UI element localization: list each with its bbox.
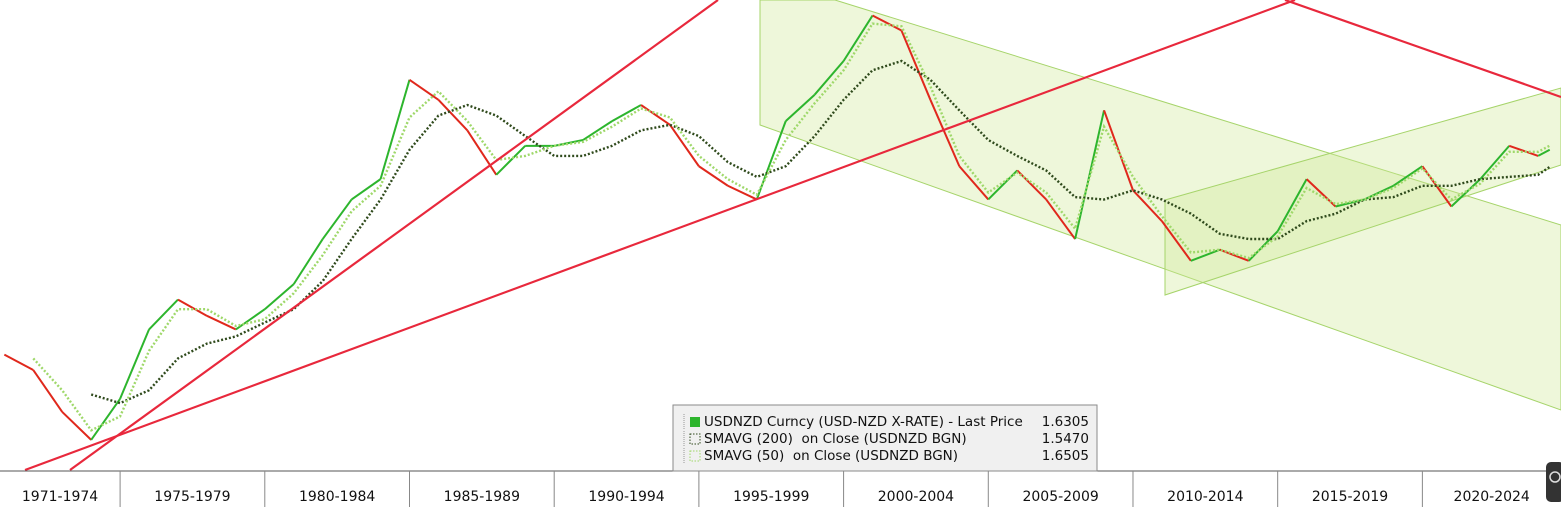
x-tick-label: 1985-1989	[444, 489, 520, 505]
price-segment	[785, 93, 816, 122]
price-segment	[466, 129, 498, 176]
price-segment	[1479, 145, 1510, 180]
price-segment	[1537, 148, 1551, 157]
trend-lines	[24, 0, 1561, 472]
price-segment	[813, 60, 845, 96]
legend-swatch	[689, 450, 701, 462]
price-segment	[321, 198, 353, 240]
price-segment	[495, 145, 526, 176]
legend-swatch	[690, 417, 700, 427]
legend-value: 1.6305	[1042, 414, 1089, 430]
price-segment	[582, 120, 613, 141]
price-segment	[842, 15, 874, 62]
legend-value: 1.5470	[1042, 431, 1089, 447]
x-axis: 1971-1974 1975-1979 1980-1984 1985-1989 1990…	[22, 471, 1530, 507]
legend-label: SMAVG (200) on Close (USDNZD BGN)	[704, 431, 967, 447]
price-segment	[1219, 248, 1250, 262]
price-segment	[1016, 169, 1047, 201]
legend-label: USDNZD Curncy (USD-NZD X-RATE) - Last Pr…	[704, 414, 1023, 430]
trend-channel	[759, 0, 1561, 411]
price-segment	[755, 120, 787, 200]
price-segment	[1276, 178, 1308, 232]
trend-line	[24, 0, 1296, 472]
x-tick-label: 1990-1994	[588, 489, 664, 505]
price-segment	[408, 79, 440, 101]
scroll-icon	[1549, 471, 1561, 483]
x-tick-label: 1980-1984	[299, 489, 375, 505]
price-segment	[872, 14, 902, 32]
moving-average-line	[32, 22, 1551, 432]
annotations	[759, 0, 1561, 411]
price-segment	[32, 369, 64, 413]
x-tick-label: 2010-2014	[1167, 489, 1243, 505]
trend-channel	[1164, 87, 1561, 296]
price-segment	[379, 79, 411, 180]
price-segment	[640, 104, 671, 126]
x-tick-label: 1995-1999	[733, 489, 809, 505]
price-segment	[437, 99, 469, 132]
price-segment	[727, 184, 758, 201]
price-segment	[987, 169, 1018, 201]
legend-box	[672, 404, 1098, 472]
price-segment	[1074, 110, 1106, 240]
x-tick-label: 2015-2019	[1312, 489, 1388, 505]
price-segment	[929, 99, 961, 167]
legend-label: SMAVG (50) on Close (USDNZD BGN)	[704, 448, 958, 464]
price-segment	[958, 165, 990, 201]
price-segment	[292, 238, 324, 285]
price-segment	[206, 314, 237, 331]
trend-line	[1284, 0, 1561, 99]
price-segment	[351, 178, 382, 201]
price-segment	[900, 30, 932, 101]
price-segment	[264, 283, 295, 310]
x-tick-label: 1975-1979	[154, 489, 230, 505]
price-segment	[90, 398, 121, 441]
legend-swatch	[689, 433, 701, 445]
plot-area	[3, 14, 1551, 441]
trend-line	[69, 0, 719, 471]
price-segment	[235, 308, 266, 331]
price-segment	[1508, 144, 1539, 157]
price-segment	[1161, 220, 1192, 262]
price-segment	[1392, 165, 1423, 187]
legend: USDNZD Curncy (USD-NZD X-RATE) - Last Pr…	[672, 404, 1098, 472]
price-segment	[1045, 198, 1076, 240]
price-segment	[61, 411, 92, 441]
x-tick-label: 1971-1974	[22, 489, 98, 505]
price-segment	[1132, 189, 1163, 222]
price-segment	[1248, 230, 1279, 262]
price-segment	[698, 165, 729, 187]
price-segment	[1190, 248, 1221, 262]
price-segment	[611, 104, 642, 122]
price-segment	[3, 353, 34, 371]
price-segment	[148, 298, 179, 331]
x-tick-label: 2000-2004	[878, 489, 954, 505]
legend-value: 1.6505	[1042, 448, 1089, 464]
x-tick-label: 2005-2009	[1022, 489, 1098, 505]
moving-average-line	[90, 59, 1551, 405]
price-segment	[119, 329, 150, 400]
price-segment	[669, 124, 700, 167]
price-segment	[177, 298, 208, 317]
x-tick-label: 2020-2024	[1454, 489, 1530, 505]
